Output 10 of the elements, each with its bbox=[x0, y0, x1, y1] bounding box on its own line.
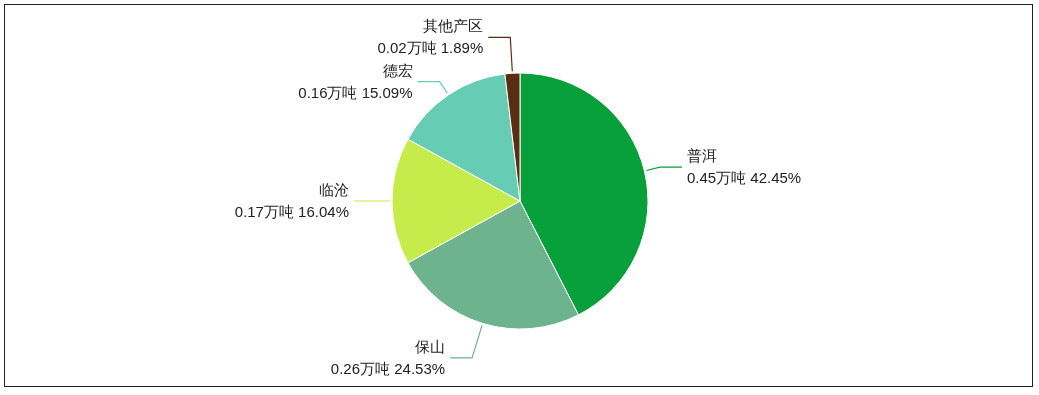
slice-label: 保山 bbox=[415, 337, 446, 355]
data-label: 0.16万吨 15.09% bbox=[298, 83, 413, 101]
slice-label: 德宏 bbox=[382, 61, 413, 79]
data-label: 0.45万吨 42.45% bbox=[686, 169, 802, 187]
data-label: 0.17万吨 16.04% bbox=[234, 203, 349, 220]
data-label: 0.26万吨 24.53% bbox=[330, 359, 446, 377]
slice-label: 其他产区 bbox=[423, 17, 484, 35]
data-label: 0.02万吨 1.89% bbox=[377, 39, 484, 57]
slice-label: 普洱 bbox=[686, 147, 717, 165]
slice-label: 临沧 bbox=[319, 181, 349, 198]
